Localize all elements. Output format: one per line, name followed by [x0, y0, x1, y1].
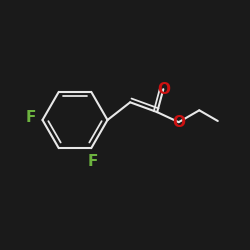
Text: F: F [25, 110, 36, 126]
Text: F: F [87, 154, 98, 170]
Text: O: O [157, 82, 170, 97]
Text: O: O [172, 115, 185, 130]
